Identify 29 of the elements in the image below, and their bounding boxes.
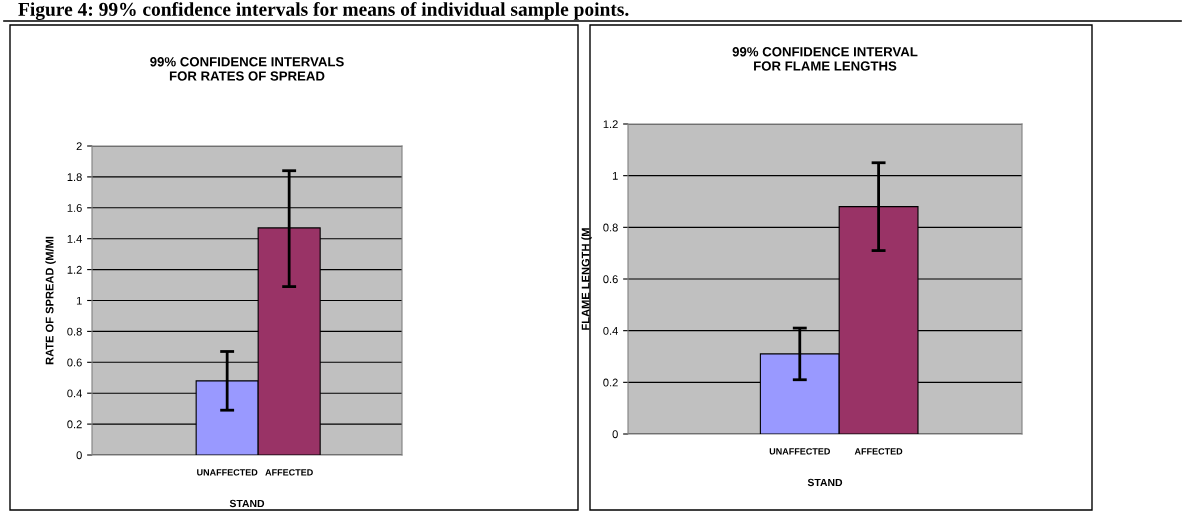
y-axis-title: FLAME LENGTH (M bbox=[581, 228, 592, 330]
y-tick-label: 0.4 bbox=[67, 389, 82, 398]
y-tick-label: 0.6 bbox=[603, 275, 618, 284]
y-tick-label: 0.8 bbox=[603, 223, 618, 232]
x-axis-title: STAND bbox=[229, 499, 265, 508]
x-tick-label: AFFECTED bbox=[265, 469, 313, 476]
y-tick-label: 1.6 bbox=[67, 204, 82, 212]
y-tick-label: 0.2 bbox=[67, 420, 82, 429]
y-tick-label: 1.8 bbox=[67, 173, 82, 182]
x-tick-label: UNAFFECTED bbox=[197, 469, 258, 476]
y-axis-title: RATE OF SPREAD (M/MI bbox=[45, 236, 56, 365]
x-tick-label: UNAFFECTED bbox=[769, 448, 830, 455]
y-tick-label: 1 bbox=[76, 296, 82, 305]
y-tick-label: 0.6 bbox=[67, 358, 82, 367]
y-tick-label: 0.2 bbox=[603, 378, 618, 387]
caption: Figure 4: 99% confidence intervals for means of individual sample points. bbox=[18, 2, 629, 20]
y-tick-label: 0.4 bbox=[603, 326, 618, 335]
y-tick-label: 0 bbox=[76, 451, 82, 460]
y-tick-label: 1.2 bbox=[603, 120, 618, 129]
y-tick-label: 2 bbox=[76, 142, 82, 151]
y-tick-label: 1.2 bbox=[67, 265, 82, 274]
y-tick-label: 0.8 bbox=[67, 327, 82, 336]
x-tick-label: AFFECTED bbox=[854, 448, 903, 455]
chart-title: 99% CONFIDENCE INTERVAL FOR FLAME LENGTHS bbox=[732, 47, 918, 71]
chart-title: 99% CONFIDENCE INTERVALS FOR RATES OF SPREAD bbox=[150, 57, 344, 81]
y-tick-label: 1 bbox=[612, 172, 618, 180]
x-axis-title: STAND bbox=[807, 478, 843, 487]
y-tick-label: 1.4 bbox=[67, 235, 82, 243]
y-tick-label: 0 bbox=[612, 430, 618, 439]
